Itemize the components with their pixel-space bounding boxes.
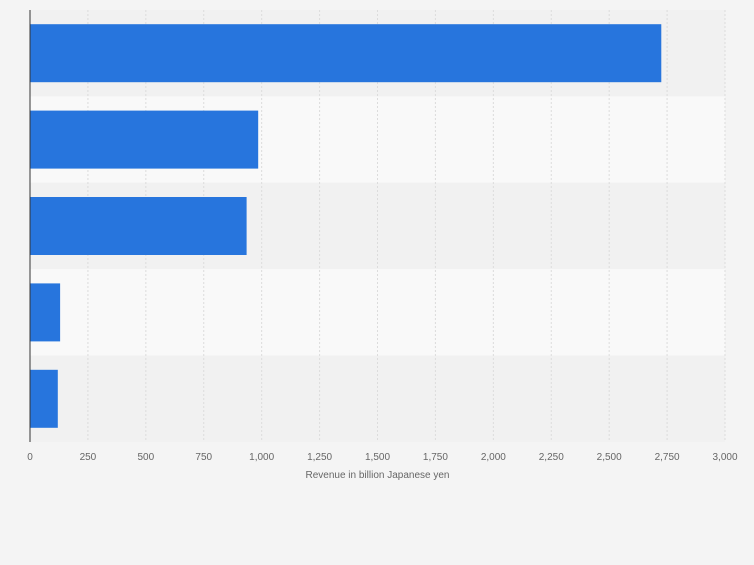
x-tick-label: 0 <box>27 452 33 463</box>
x-tick-label: 500 <box>137 452 154 463</box>
bar <box>30 197 247 255</box>
x-tick-label: 250 <box>80 452 97 463</box>
bar <box>30 24 662 83</box>
x-axis-label: Revenue in billion Japanese yen <box>306 470 450 481</box>
bar <box>30 369 58 428</box>
x-tick-label: 2,250 <box>539 452 564 463</box>
x-tick-label: 2,750 <box>655 452 680 463</box>
bar <box>30 283 61 342</box>
x-tick-label: 1,750 <box>423 452 448 463</box>
x-tick-label: 1,000 <box>249 452 274 463</box>
bar <box>30 110 259 169</box>
x-tick-label: 3,000 <box>712 452 737 463</box>
x-tick-label: 2,500 <box>597 452 622 463</box>
x-tick-labels: 0 250 500 750 1,000 1,250 1,500 1,750 2,000 2,250… <box>27 452 738 463</box>
x-tick-label: 750 <box>195 452 212 463</box>
x-tick-label: 2,000 <box>481 452 506 463</box>
x-tick-label: 1,500 <box>365 452 390 463</box>
bars <box>30 24 662 428</box>
x-tick-label: 1,250 <box>307 452 332 463</box>
